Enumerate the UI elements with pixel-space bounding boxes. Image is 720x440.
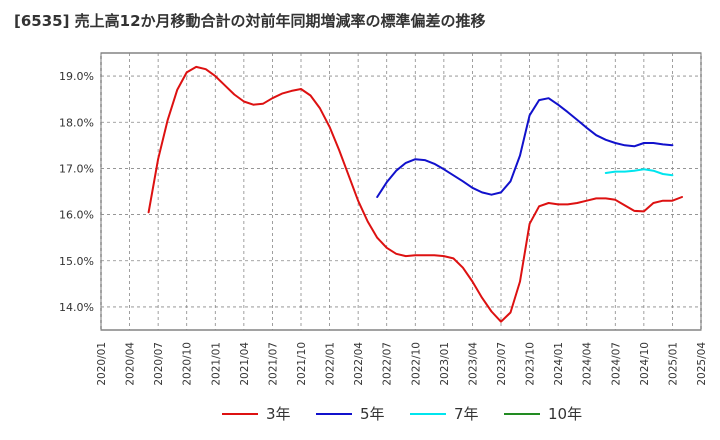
legend-label: 10年: [548, 405, 583, 423]
legend-item: 10年: [504, 403, 582, 424]
x-tick-label: 2023/04: [467, 342, 479, 386]
x-tick-label: 2023/01: [439, 342, 451, 386]
y-tick-label: 16.0%: [59, 209, 94, 222]
legend-label: 5年: [360, 405, 385, 423]
legend-swatch: [410, 412, 446, 415]
x-tick-label: 2025/04: [696, 342, 708, 386]
x-tick-label: 2024/07: [610, 342, 622, 386]
x-tick-label: 2023/07: [496, 342, 508, 386]
x-tick-label: 2025/01: [667, 342, 679, 386]
y-tick-label: 19.0%: [59, 70, 94, 83]
x-tick-label: 2024/01: [553, 342, 565, 386]
legend: 3年 5年 7年 10年: [0, 403, 720, 427]
y-tick-label: 14.0%: [59, 301, 94, 314]
y-tick-label: 15.0%: [59, 255, 94, 268]
chart-title: [6535] 売上高12か月移動合計の対前年同期増減率の標準偏差の推移: [14, 12, 486, 30]
x-tick-label: 2021/01: [210, 342, 222, 386]
x-tick-label: 2022/01: [325, 342, 337, 386]
legend-label: 3年: [266, 405, 291, 423]
x-tick-label: 2020/07: [153, 342, 165, 386]
x-tick-label: 2020/01: [96, 342, 108, 386]
legend-swatch: [316, 412, 352, 415]
x-tick-label: 2024/10: [639, 342, 651, 386]
x-tick-label: 2023/10: [525, 342, 537, 386]
x-tick-label: 2020/04: [125, 342, 137, 386]
plot-area: [100, 52, 702, 331]
legend-item: 7年: [410, 403, 479, 424]
x-tick-label: 2021/04: [239, 342, 251, 386]
x-tick-label: 2022/10: [410, 342, 422, 386]
y-tick-label: 18.0%: [59, 116, 94, 129]
series-line-3年: [147, 65, 683, 323]
x-tick-label: 2022/07: [382, 342, 394, 386]
series-line-5年: [376, 97, 674, 198]
legend-item: 3年: [222, 403, 291, 424]
x-tick-label: 2021/07: [267, 342, 279, 386]
legend-item: 5年: [316, 403, 385, 424]
y-tick-label: 17.0%: [59, 162, 94, 175]
x-tick-label: 2020/10: [182, 342, 194, 386]
x-tick-label: 2022/04: [353, 342, 365, 386]
x-tick-label: 2024/04: [582, 342, 594, 386]
x-tick-label: 2021/10: [296, 342, 308, 386]
series-line-7年: [604, 168, 674, 177]
legend-swatch: [222, 412, 258, 415]
legend-swatch: [504, 412, 540, 415]
legend-label: 7年: [454, 405, 479, 423]
